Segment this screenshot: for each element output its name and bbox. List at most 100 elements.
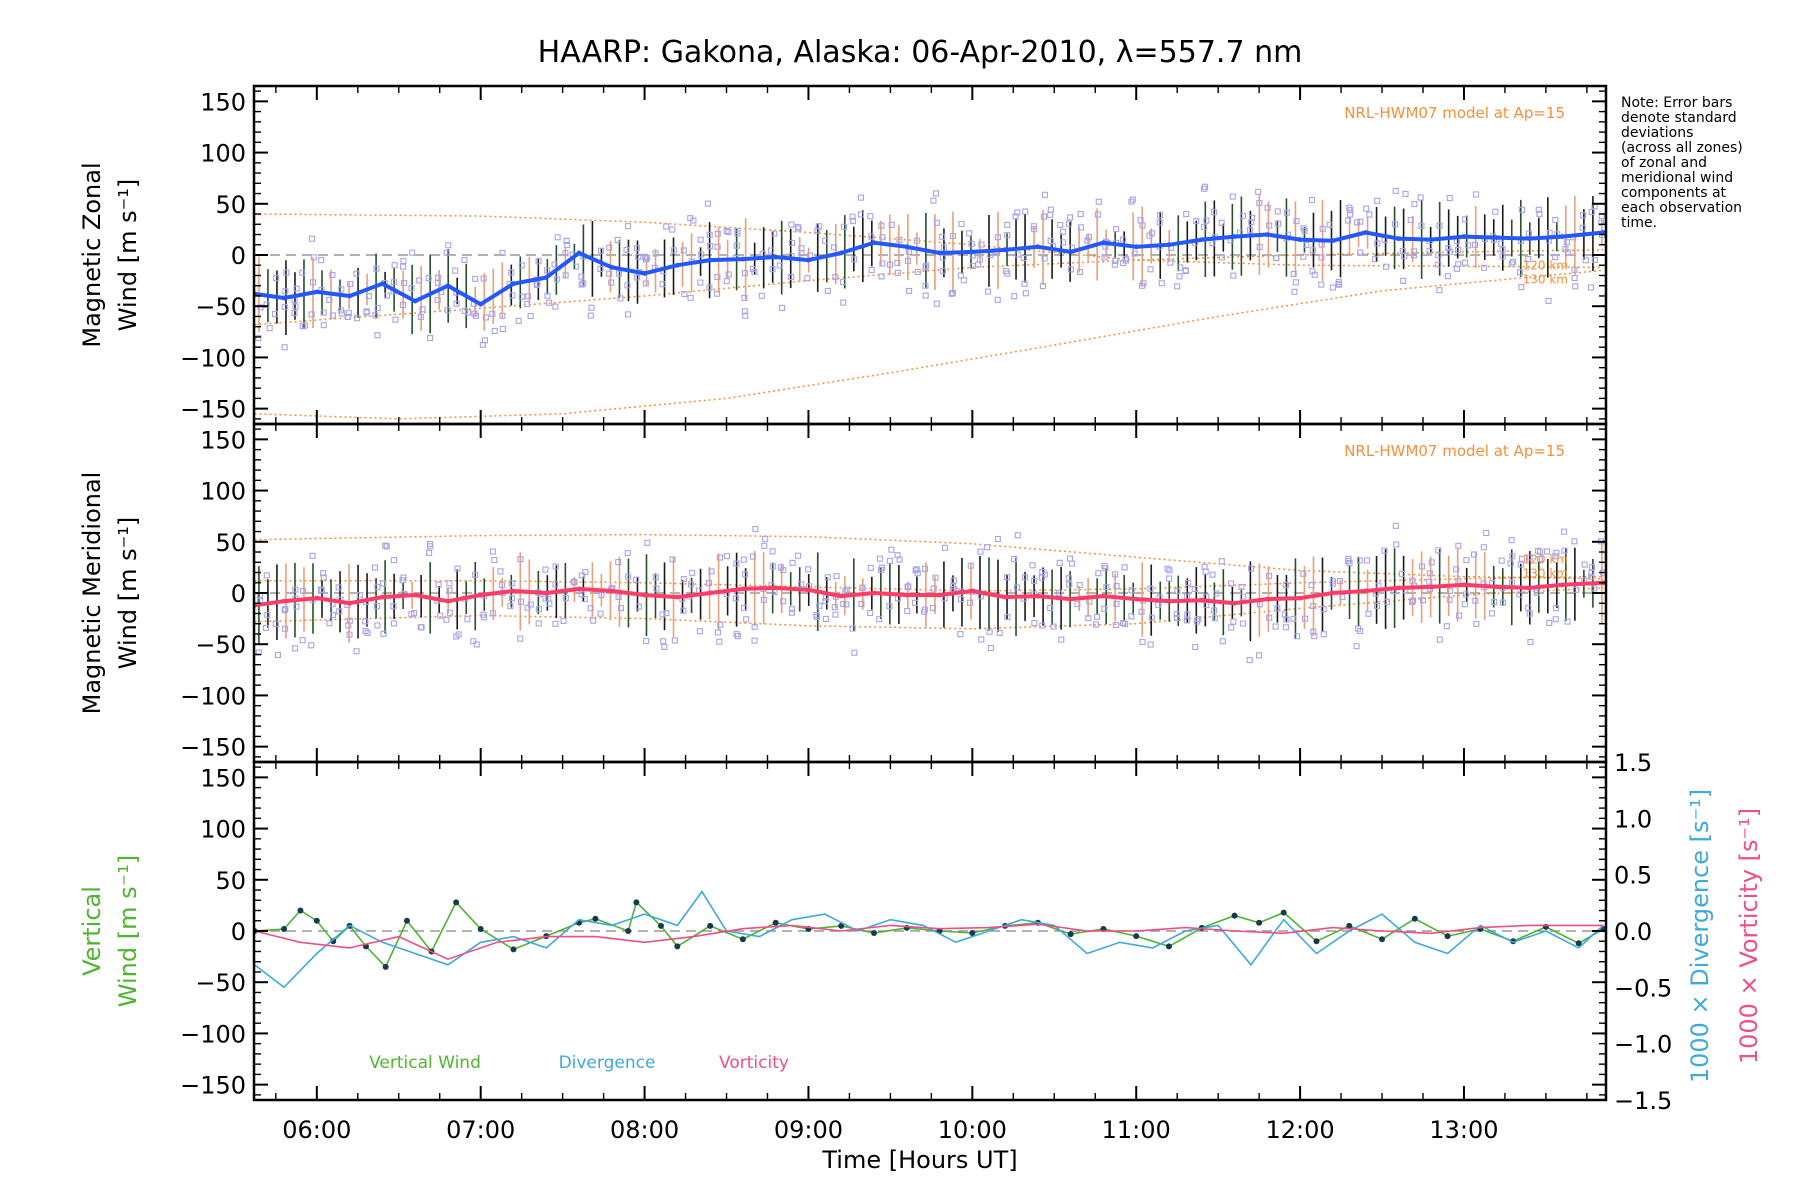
zone-point: [904, 607, 911, 615]
series-point: [347, 600, 352, 606]
zone-point: [363, 308, 370, 315]
zone-point: [1031, 577, 1038, 585]
zone-point: [697, 236, 704, 243]
series-point: [1232, 600, 1237, 606]
zone-point: [681, 290, 688, 298]
zone-point: [929, 604, 937, 611]
zone-point: [347, 280, 354, 288]
zone-point: [1418, 563, 1425, 570]
zone-point: [1092, 621, 1099, 628]
zone-point: [551, 261, 558, 268]
model-curve-120km: [254, 575, 1604, 592]
zone-point: [518, 262, 525, 269]
series-point: [1199, 237, 1205, 243]
note-line: meridional wind: [1621, 170, 1734, 186]
zone-point: [1111, 261, 1118, 268]
zone-point: [1164, 565, 1171, 572]
zone-point: [788, 273, 795, 281]
zone-point: [517, 598, 524, 605]
series-point: [1068, 249, 1074, 255]
zone-point: [1508, 537, 1515, 544]
series-point: [1330, 590, 1336, 596]
zone-point: [1572, 283, 1579, 290]
zone-point: [1058, 636, 1065, 643]
zone-point: [489, 610, 496, 617]
model-curve-label: 120 km: [1523, 258, 1568, 272]
zone-point: [320, 309, 327, 316]
zone-point: [1398, 570, 1405, 577]
zone-point: [966, 230, 973, 237]
zone-point: [1122, 257, 1130, 264]
zone-point: [1056, 559, 1063, 566]
zone-point: [1183, 210, 1190, 218]
zone-point: [816, 602, 823, 609]
zone-point: [1112, 621, 1119, 629]
zone-point: [335, 584, 342, 591]
zone-point: [1177, 264, 1184, 271]
zone-point: [1465, 242, 1472, 249]
zone-point: [1300, 570, 1307, 577]
zone-point: [1120, 236, 1127, 243]
zone-point: [1140, 280, 1147, 287]
zone-point: [896, 556, 903, 563]
zone-point: [309, 552, 316, 559]
zone-point: [299, 637, 306, 644]
zone-point: [416, 277, 423, 284]
series-point: [1035, 244, 1041, 250]
zone-point: [642, 280, 649, 287]
zone-point: [1039, 569, 1046, 576]
note-line: (across all zones): [1621, 140, 1743, 156]
zone-point: [833, 573, 840, 580]
zone-point: [1499, 253, 1506, 260]
zone-point: [743, 616, 750, 623]
series-line-zonal: [254, 230, 1604, 307]
zone-point: [1067, 214, 1074, 221]
zone-point: [633, 576, 640, 583]
zone-point: [1047, 211, 1054, 218]
zone-point: [546, 299, 553, 306]
zone-point: [598, 247, 605, 254]
series-point: [773, 585, 779, 591]
series-point: [478, 592, 484, 598]
zone-point: [1068, 560, 1076, 567]
zone-point: [435, 274, 442, 281]
zone-point: [1580, 212, 1587, 219]
zone-point: [851, 256, 858, 263]
zone-point: [798, 581, 805, 588]
zone-point: [464, 616, 471, 623]
zone-point: [263, 572, 270, 579]
y-tick-label: 150: [200, 426, 246, 454]
zone-point: [876, 555, 883, 562]
zone-point: [1093, 613, 1101, 620]
zone-point: [1131, 250, 1138, 257]
zone-point: [446, 580, 453, 587]
zone-point: [1228, 624, 1235, 631]
zone-point: [1525, 256, 1532, 263]
zone-point: [274, 651, 281, 659]
vertical-wind-point: [657, 922, 664, 929]
zone-point: [1211, 607, 1218, 614]
zone-point: [552, 581, 559, 588]
zone-point: [1409, 598, 1416, 606]
zone-point: [1290, 270, 1297, 278]
zone-point: [1365, 610, 1372, 617]
zone-point: [1077, 210, 1084, 218]
vertical-wind-point: [1280, 909, 1287, 916]
model-curve-upper: [254, 533, 1604, 580]
zone-point: [1426, 578, 1433, 585]
zone-point: [608, 279, 615, 286]
zone-point: [1582, 257, 1589, 264]
note-line: Note: Error bars: [1621, 95, 1733, 111]
zone-point: [1462, 591, 1469, 598]
series-line-meridional: [254, 580, 1604, 608]
note-line: components at: [1621, 185, 1727, 201]
zone-point: [1564, 618, 1571, 625]
zone-point: [346, 617, 353, 624]
zone-point: [425, 275, 432, 282]
zone-point: [525, 293, 532, 300]
zone-point: [939, 233, 946, 240]
series-point: [379, 281, 385, 287]
zone-point: [524, 604, 531, 611]
zone-point: [1345, 217, 1352, 224]
series-point: [281, 598, 287, 604]
